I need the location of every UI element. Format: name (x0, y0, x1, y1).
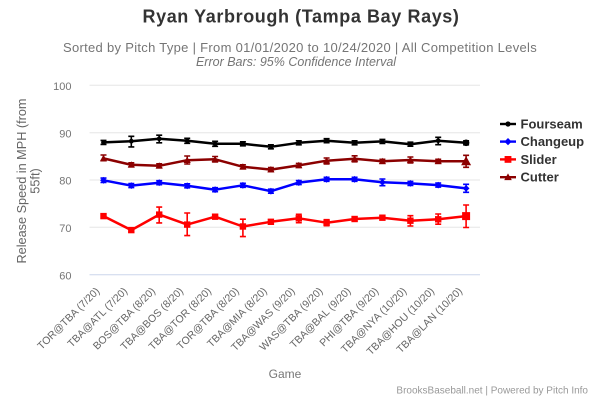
svg-text:Cutter: Cutter (521, 170, 559, 185)
svg-text:80: 80 (59, 176, 71, 188)
svg-text:BrooksBaseball.net | Powered b: BrooksBaseball.net | Powered by Pitch In… (396, 386, 588, 397)
svg-text:Error Bars: 95% Confidence Int: Error Bars: 95% Confidence Interval (196, 55, 397, 69)
svg-text:55ft): 55ft) (29, 168, 43, 193)
svg-text:Sorted by Pitch Type | From 01: Sorted by Pitch Type | From 01/01/2020 t… (63, 40, 537, 55)
svg-text:Game: Game (269, 367, 302, 381)
svg-text:90: 90 (59, 128, 71, 140)
svg-text:Release Speed in MPH (from: Release Speed in MPH (from (15, 98, 29, 263)
svg-text:Changeup: Changeup (521, 134, 585, 149)
svg-text:Fourseam: Fourseam (521, 117, 583, 132)
svg-text:Slider: Slider (521, 152, 557, 167)
svg-text:Ryan Yarbrough (Tampa Bay Rays: Ryan Yarbrough (Tampa Bay Rays) (142, 7, 459, 27)
svg-text:70: 70 (59, 223, 71, 235)
svg-text:60: 60 (59, 270, 71, 282)
svg-text:100: 100 (53, 81, 71, 93)
